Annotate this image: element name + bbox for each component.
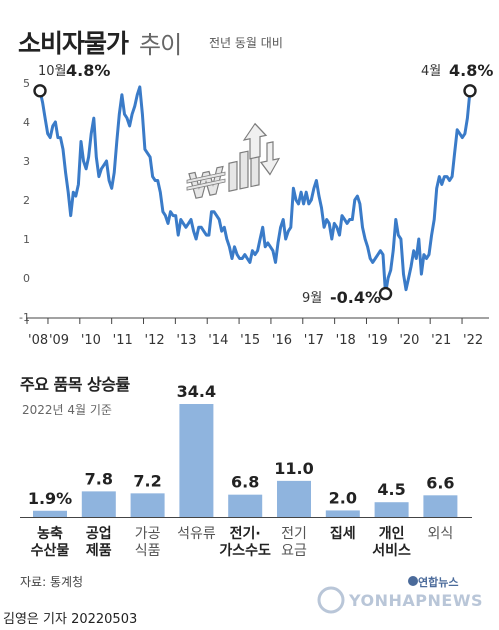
cpi-line-series [38, 85, 472, 296]
logo-dot-icon [408, 576, 418, 586]
bar-2 [130, 493, 165, 517]
bar-category-label: 석유류 [177, 526, 216, 542]
y-tick-label: 1 [23, 233, 30, 246]
bar-category-label: 식품 [135, 543, 161, 559]
bar-category-label: 가공 [135, 526, 161, 542]
y-tick-label: 5 [23, 77, 30, 90]
bar-section-note: 2022년 4월 기준 [22, 403, 112, 417]
bar-1 [81, 491, 116, 517]
callout-marker-low [378, 286, 393, 301]
x-tick-label: '08 [28, 333, 48, 348]
page-title: 소비자물가 [18, 29, 129, 58]
bar-category-label: 집세 [330, 525, 356, 542]
x-tick-label: '13 [176, 333, 196, 348]
callout-label-start: 10월 [38, 64, 67, 79]
bar-5 [277, 480, 311, 517]
logo-small-text: 연합뉴스 [418, 576, 459, 589]
title-note: 전년 동월 대비 [209, 36, 283, 50]
bar-category-label: 서비스 [372, 543, 411, 559]
bar-category-label: 제품 [86, 543, 112, 559]
bar-category-label: 공업 [86, 526, 112, 542]
bar-value-label: 7.8 [85, 469, 113, 488]
callout-marker-start [33, 84, 47, 98]
y-tick-label: -1 [19, 311, 30, 324]
byline: 김영은 기자 20220503 [3, 612, 138, 627]
bar-category-label: 가스수도 [219, 543, 271, 559]
x-tick-label: '11 [113, 333, 133, 348]
bar-value-label: 7.2 [133, 471, 161, 490]
bar-category-label: 전기· [230, 525, 261, 542]
x-tick-label: '14 [208, 333, 228, 348]
y-tick-label: 3 [23, 155, 30, 168]
bar-3 [179, 404, 214, 517]
y-tick-label: 0 [23, 272, 30, 285]
bar-category-label: 외식 [428, 526, 454, 542]
bar-0 [33, 510, 67, 517]
bar-category-label: 전기 [281, 526, 307, 542]
bar-section-title: 주요 품목 상승률 [20, 375, 130, 394]
callout-label-end: 4월 [421, 64, 441, 79]
x-tick-label: '20 [399, 333, 419, 348]
bar-category-label: 요금 [281, 543, 307, 559]
x-tick-label: '15 [240, 333, 260, 348]
x-tick-label: '16 [272, 333, 292, 348]
y-tick-label: 2 [23, 194, 30, 207]
source-text: 자료: 통계청 [20, 575, 84, 589]
callout-value-start: 4.8% [66, 61, 110, 80]
bar-category-label: 농축 [37, 526, 63, 542]
x-tick-label: '19 [367, 333, 387, 348]
bar-category-label: 수산물 [31, 542, 70, 559]
page-subtitle: 추이 [139, 31, 182, 59]
y-tick-label: 4 [23, 116, 30, 129]
x-tick-label: '18 [336, 333, 356, 348]
bar-value-label: 2.0 [329, 488, 357, 507]
callout-marker-end [463, 84, 477, 98]
callout-value-low: -0.4% [330, 288, 381, 307]
x-tick-label: '10 [81, 333, 101, 348]
x-tick-label: '22 [463, 333, 483, 348]
won-currency-icon [186, 122, 281, 199]
x-tick-label: '09 [49, 333, 69, 348]
yonhap-logo: YONHAPNEWS [349, 591, 483, 610]
x-tick-label: '17 [304, 333, 324, 348]
bar-8 [423, 495, 458, 517]
bar-category-label: 개인 [379, 525, 405, 542]
bar-value-label: 6.6 [426, 473, 454, 492]
bar-4 [228, 494, 263, 517]
callout-value-end: 4.8% [449, 61, 493, 80]
bar-value-label: 11.0 [274, 459, 313, 478]
x-tick-label: '12 [145, 333, 165, 348]
bar-6 [325, 510, 360, 517]
callout-label-low: 9월 [302, 291, 322, 306]
x-tick-label: '21 [431, 333, 451, 348]
bar-7 [374, 502, 409, 517]
bar-value-label: 6.8 [231, 473, 259, 492]
bar-value-label: 1.9% [28, 489, 72, 508]
logo-circle-icon [317, 586, 345, 614]
bar-value-label: 4.5 [377, 480, 405, 499]
bar-value-label: 34.4 [177, 382, 216, 401]
